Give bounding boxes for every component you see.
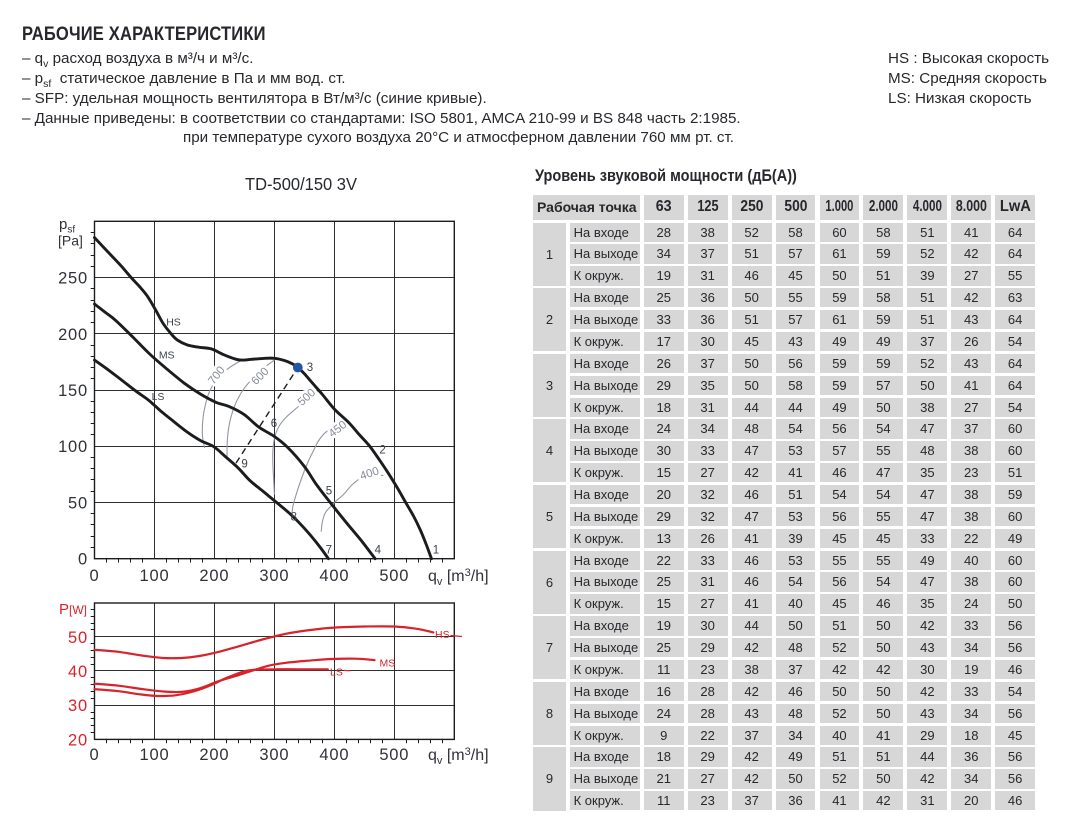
svg-text:300: 300 <box>259 746 289 764</box>
svg-text:LS: LS <box>152 391 165 403</box>
svg-text:400: 400 <box>319 567 349 585</box>
svg-text:50: 50 <box>68 495 88 513</box>
svg-text:qv [m3/h]: qv [m3/h] <box>428 567 489 588</box>
svg-text:1: 1 <box>433 545 439 557</box>
svg-text:8: 8 <box>291 512 297 524</box>
svg-text:[Pa]: [Pa] <box>58 233 83 249</box>
svg-text:500: 500 <box>379 746 409 764</box>
svg-text:200: 200 <box>199 567 229 585</box>
svg-text:250: 250 <box>58 270 88 288</box>
svg-text:4: 4 <box>375 545 382 557</box>
svg-text:400: 400 <box>319 746 349 764</box>
svg-text:300: 300 <box>259 567 289 585</box>
svg-text:0: 0 <box>90 567 100 585</box>
svg-text:MS: MS <box>380 658 396 670</box>
svg-text:6: 6 <box>271 418 277 430</box>
svg-text:200: 200 <box>58 326 88 344</box>
svg-text:7: 7 <box>326 545 332 557</box>
svg-text:700: 700 <box>206 364 227 387</box>
svg-text:TD-500/150 3V: TD-500/150 3V <box>245 174 357 194</box>
svg-text:20: 20 <box>68 731 88 749</box>
svg-text:MS: MS <box>159 349 175 361</box>
svg-text:0: 0 <box>90 746 100 764</box>
svg-text:30: 30 <box>68 697 88 715</box>
svg-text:40: 40 <box>68 663 88 681</box>
svg-text:400: 400 <box>359 465 381 482</box>
svg-text:HS: HS <box>435 629 450 641</box>
svg-text:0: 0 <box>78 551 88 569</box>
svg-text:500: 500 <box>379 567 409 585</box>
svg-text:200: 200 <box>199 746 229 764</box>
svg-text:2: 2 <box>379 445 385 457</box>
svg-text:600: 600 <box>249 366 271 388</box>
svg-text:3: 3 <box>307 362 313 374</box>
svg-text:100: 100 <box>140 567 170 585</box>
svg-text:HS: HS <box>166 316 181 328</box>
svg-text:P[W]: P[W] <box>59 601 87 618</box>
svg-text:LS: LS <box>330 667 343 679</box>
svg-text:100: 100 <box>58 438 88 456</box>
svg-text:50: 50 <box>68 629 88 647</box>
svg-text:qv [m3/h]: qv [m3/h] <box>428 746 489 767</box>
svg-text:100: 100 <box>140 746 170 764</box>
svg-text:150: 150 <box>58 382 88 400</box>
svg-text:9: 9 <box>241 459 247 471</box>
svg-text:5: 5 <box>326 486 332 498</box>
